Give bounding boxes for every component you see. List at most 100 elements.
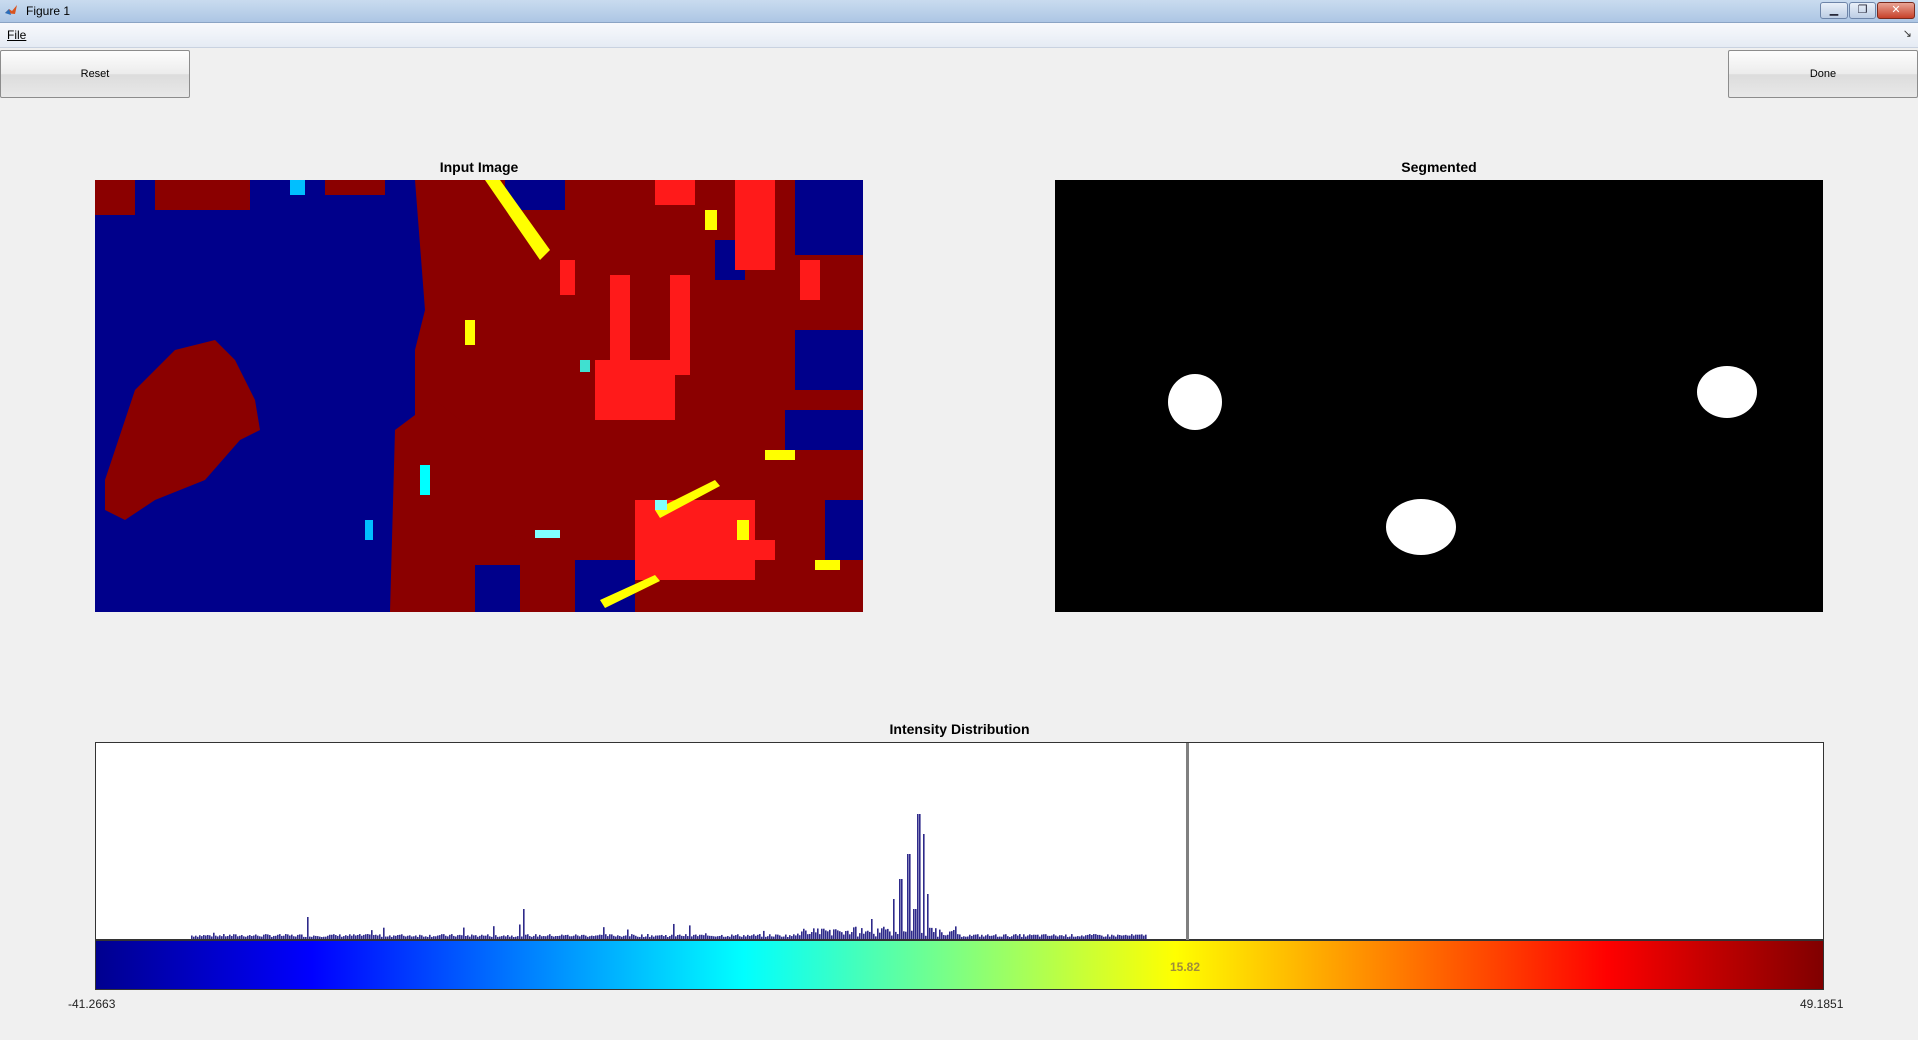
histogram-panel: 15.82 — [95, 742, 1824, 990]
histogram-bar — [403, 935, 405, 939]
histogram-bar — [1123, 935, 1125, 939]
histogram-bar — [563, 935, 565, 939]
histogram-bar — [885, 929, 887, 939]
histogram-bar — [495, 935, 497, 939]
histogram-bar — [273, 935, 275, 939]
histogram-bar — [359, 934, 361, 939]
close-button[interactable]: ✕ — [1877, 2, 1915, 19]
histogram-bar — [1049, 935, 1051, 939]
histogram-bar — [371, 930, 373, 939]
menu-file[interactable]: File — [7, 28, 27, 42]
histogram-bar — [719, 935, 721, 939]
histogram-bar — [431, 936, 433, 939]
histogram-bar — [1099, 934, 1101, 939]
maximize-button[interactable]: ❐ — [1849, 2, 1876, 19]
histogram-bar — [507, 935, 509, 939]
histogram-bar — [233, 934, 235, 939]
histogram-bar — [1041, 934, 1043, 939]
reset-button[interactable]: Reset — [0, 50, 190, 98]
histogram-bar — [579, 936, 581, 939]
histogram-bar — [1023, 934, 1025, 939]
histogram-bar — [891, 935, 893, 939]
histogram-bar — [793, 934, 795, 939]
histogram-bar — [935, 928, 937, 939]
histogram-bar — [265, 934, 267, 939]
histogram-bar — [1079, 936, 1081, 939]
histogram-bar — [195, 935, 197, 939]
histogram-bar — [1141, 934, 1143, 939]
histogram-bar — [423, 936, 425, 939]
histogram-bar — [249, 935, 251, 939]
histogram-bar — [315, 935, 317, 939]
histogram-bar — [709, 935, 711, 939]
histogram-bar — [977, 934, 979, 939]
histogram-bar — [689, 925, 691, 939]
histogram-bar — [289, 935, 291, 939]
input-image — [95, 180, 863, 612]
histogram-bar — [219, 935, 221, 939]
minimize-button[interactable]: ▁ — [1820, 2, 1848, 19]
histogram-bar — [875, 936, 877, 939]
histogram-bar — [581, 934, 583, 939]
histogram-bar — [209, 935, 211, 939]
histogram-bar — [291, 934, 293, 939]
histogram-bar — [1113, 935, 1115, 939]
histogram-bar — [1093, 934, 1095, 939]
histogram-bar — [395, 935, 397, 939]
histogram-bar — [205, 935, 207, 939]
histogram-bar — [439, 935, 441, 939]
histogram-bar — [811, 932, 813, 939]
histogram-bar — [723, 936, 725, 939]
histogram-bar — [647, 934, 649, 939]
histogram-bar — [251, 936, 253, 939]
histogram-bar — [409, 935, 411, 939]
done-button[interactable]: Done — [1728, 50, 1918, 98]
histogram-bar — [629, 936, 631, 939]
histogram-bar — [909, 854, 911, 939]
histogram-bar — [481, 934, 483, 939]
histogram-bar — [323, 936, 325, 939]
histogram-bar — [437, 935, 439, 939]
histogram-bar — [721, 934, 723, 939]
histogram-bar — [915, 909, 917, 939]
histogram-bar — [681, 935, 683, 939]
window-titlebar: Figure 1 ▁ ❐ ✕ — [0, 0, 1918, 23]
histogram-bar — [683, 936, 685, 939]
histogram-bar — [665, 935, 667, 939]
histogram-bar — [803, 928, 805, 939]
histogram-bar — [1007, 936, 1009, 939]
histogram-bar — [369, 934, 371, 939]
histogram-bar — [1037, 934, 1039, 939]
histogram-bar — [845, 930, 847, 939]
histogram-bar — [411, 936, 413, 939]
histogram-bar — [1137, 934, 1139, 939]
histogram-bar — [413, 936, 415, 939]
histogram-bar — [879, 932, 881, 939]
histogram-bar — [483, 935, 485, 939]
histogram-bar — [937, 936, 939, 939]
histogram-bar — [605, 934, 607, 939]
histogram-bar — [509, 936, 511, 939]
histogram-bar — [999, 936, 1001, 939]
histogram-bar — [287, 934, 289, 939]
histogram-bar — [857, 936, 859, 939]
threshold-line[interactable] — [1186, 743, 1190, 941]
histogram-bar — [1003, 934, 1005, 939]
histogram-bar — [661, 934, 663, 939]
histogram-bar — [1017, 935, 1019, 939]
toolbar-toggle-icon[interactable]: ↘ — [1902, 28, 1912, 40]
histogram-bar — [1001, 936, 1003, 939]
histogram-bar — [525, 934, 527, 939]
histogram-bar — [191, 935, 193, 939]
histogram-bar — [203, 935, 205, 939]
histogram-bar — [797, 933, 799, 939]
segment-blob — [1168, 374, 1222, 430]
histogram-bar — [881, 928, 883, 939]
histogram-bar — [833, 929, 835, 939]
histogram-bar — [297, 934, 299, 939]
histogram-bar — [325, 936, 327, 939]
histogram-bar — [1125, 934, 1127, 939]
histogram-bar — [615, 936, 617, 939]
histogram-bar — [843, 934, 845, 939]
histogram-bar — [863, 933, 865, 939]
